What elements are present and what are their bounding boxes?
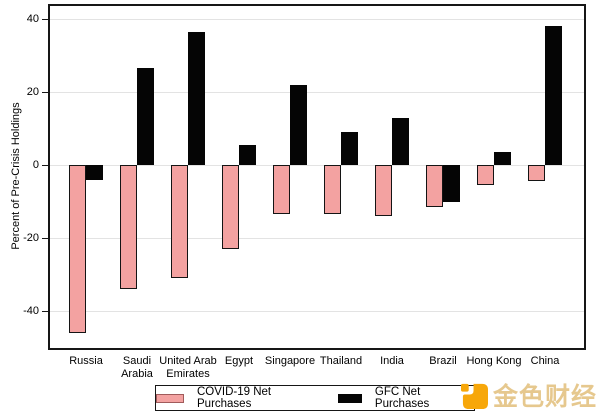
- gridline-y40: [50, 19, 584, 20]
- y-tick-label-20: 20: [26, 85, 39, 98]
- bar-covid-brazil: [426, 165, 443, 207]
- gridline-y0: [50, 165, 584, 166]
- y-tick-mark-20: [42, 92, 48, 94]
- bar-covid-thailand: [324, 165, 341, 215]
- x-tick-label-saudi-arabia: Saudi Arabia: [121, 355, 153, 380]
- bar-gfc-china: [545, 26, 562, 165]
- gridline-y-40: [50, 311, 584, 312]
- bar-covid-saudi-arabia: [120, 165, 137, 290]
- legend: COVID-19 Net Purchases GFC Net Purchases: [155, 385, 475, 411]
- x-tick-label-egypt: Egypt: [224, 355, 254, 367]
- x-tick-label-singapore: Singapore: [264, 355, 316, 367]
- y-axis-title: Percent of Pre-Crisis Holdings: [10, 102, 22, 250]
- bar-gfc-saudi-arabia: [137, 68, 154, 165]
- watermark: 金色财经: [460, 377, 597, 413]
- bar-gfc-thailand: [341, 132, 358, 166]
- legend-label-gfc: GFC Net Purchases: [374, 386, 430, 410]
- bar-covid-india: [375, 165, 392, 217]
- legend-item-gfc: GFC Net Purchases: [337, 386, 474, 410]
- bar-gfc-india: [392, 117, 409, 165]
- x-tick-label-united-arab-emirates: United Arab Emirates: [159, 355, 217, 380]
- bar-gfc-russia: [86, 165, 103, 180]
- x-tick-label-hong-kong: Hong Kong: [466, 355, 522, 367]
- bar-covid-singapore: [273, 165, 290, 215]
- bar-gfc-united-arab-emirates: [188, 31, 205, 165]
- y-tick-mark--40: [42, 311, 48, 313]
- watermark-text: 金色财经: [492, 383, 597, 411]
- y-tick-label-40: 40: [26, 12, 39, 25]
- legend-item-covid: COVID-19 Net Purchases: [156, 386, 324, 410]
- covid-series-swatch: [156, 393, 184, 403]
- y-tick-label-0: 0: [32, 158, 39, 171]
- x-tick-label-china: China: [530, 355, 560, 367]
- gridline-y20: [50, 92, 584, 93]
- y-tick-label--20: -20: [23, 231, 39, 244]
- y-tick-mark--20: [42, 238, 48, 240]
- x-tick-label-russia: Russia: [69, 355, 103, 367]
- y-tick-mark-0: [42, 165, 48, 167]
- bar-covid-hong-kong: [477, 165, 494, 186]
- bar-gfc-singapore: [290, 84, 307, 165]
- bar-covid-russia: [69, 165, 86, 333]
- x-tick-label-india: India: [380, 355, 404, 367]
- bar-gfc-egypt: [239, 144, 256, 165]
- y-tick-mark-40: [42, 19, 48, 21]
- jinse-finance-logo-icon: [460, 383, 488, 409]
- y-tick-label--40: -40: [23, 304, 39, 317]
- bar-gfc-brazil: [443, 165, 460, 202]
- gfc-series-swatch: [337, 393, 362, 403]
- bar-covid-egypt: [222, 165, 239, 249]
- bar-gfc-hong-kong: [494, 152, 511, 165]
- x-tick-label-brazil: Brazil: [429, 355, 457, 367]
- bar-covid-united-arab-emirates: [171, 165, 188, 279]
- bar-covid-china: [528, 165, 545, 182]
- gridline-y-20: [50, 238, 584, 239]
- plot-area: [48, 4, 586, 350]
- x-tick-label-thailand: Thailand: [319, 355, 363, 367]
- legend-label-covid: COVID-19 Net Purchases: [197, 386, 272, 410]
